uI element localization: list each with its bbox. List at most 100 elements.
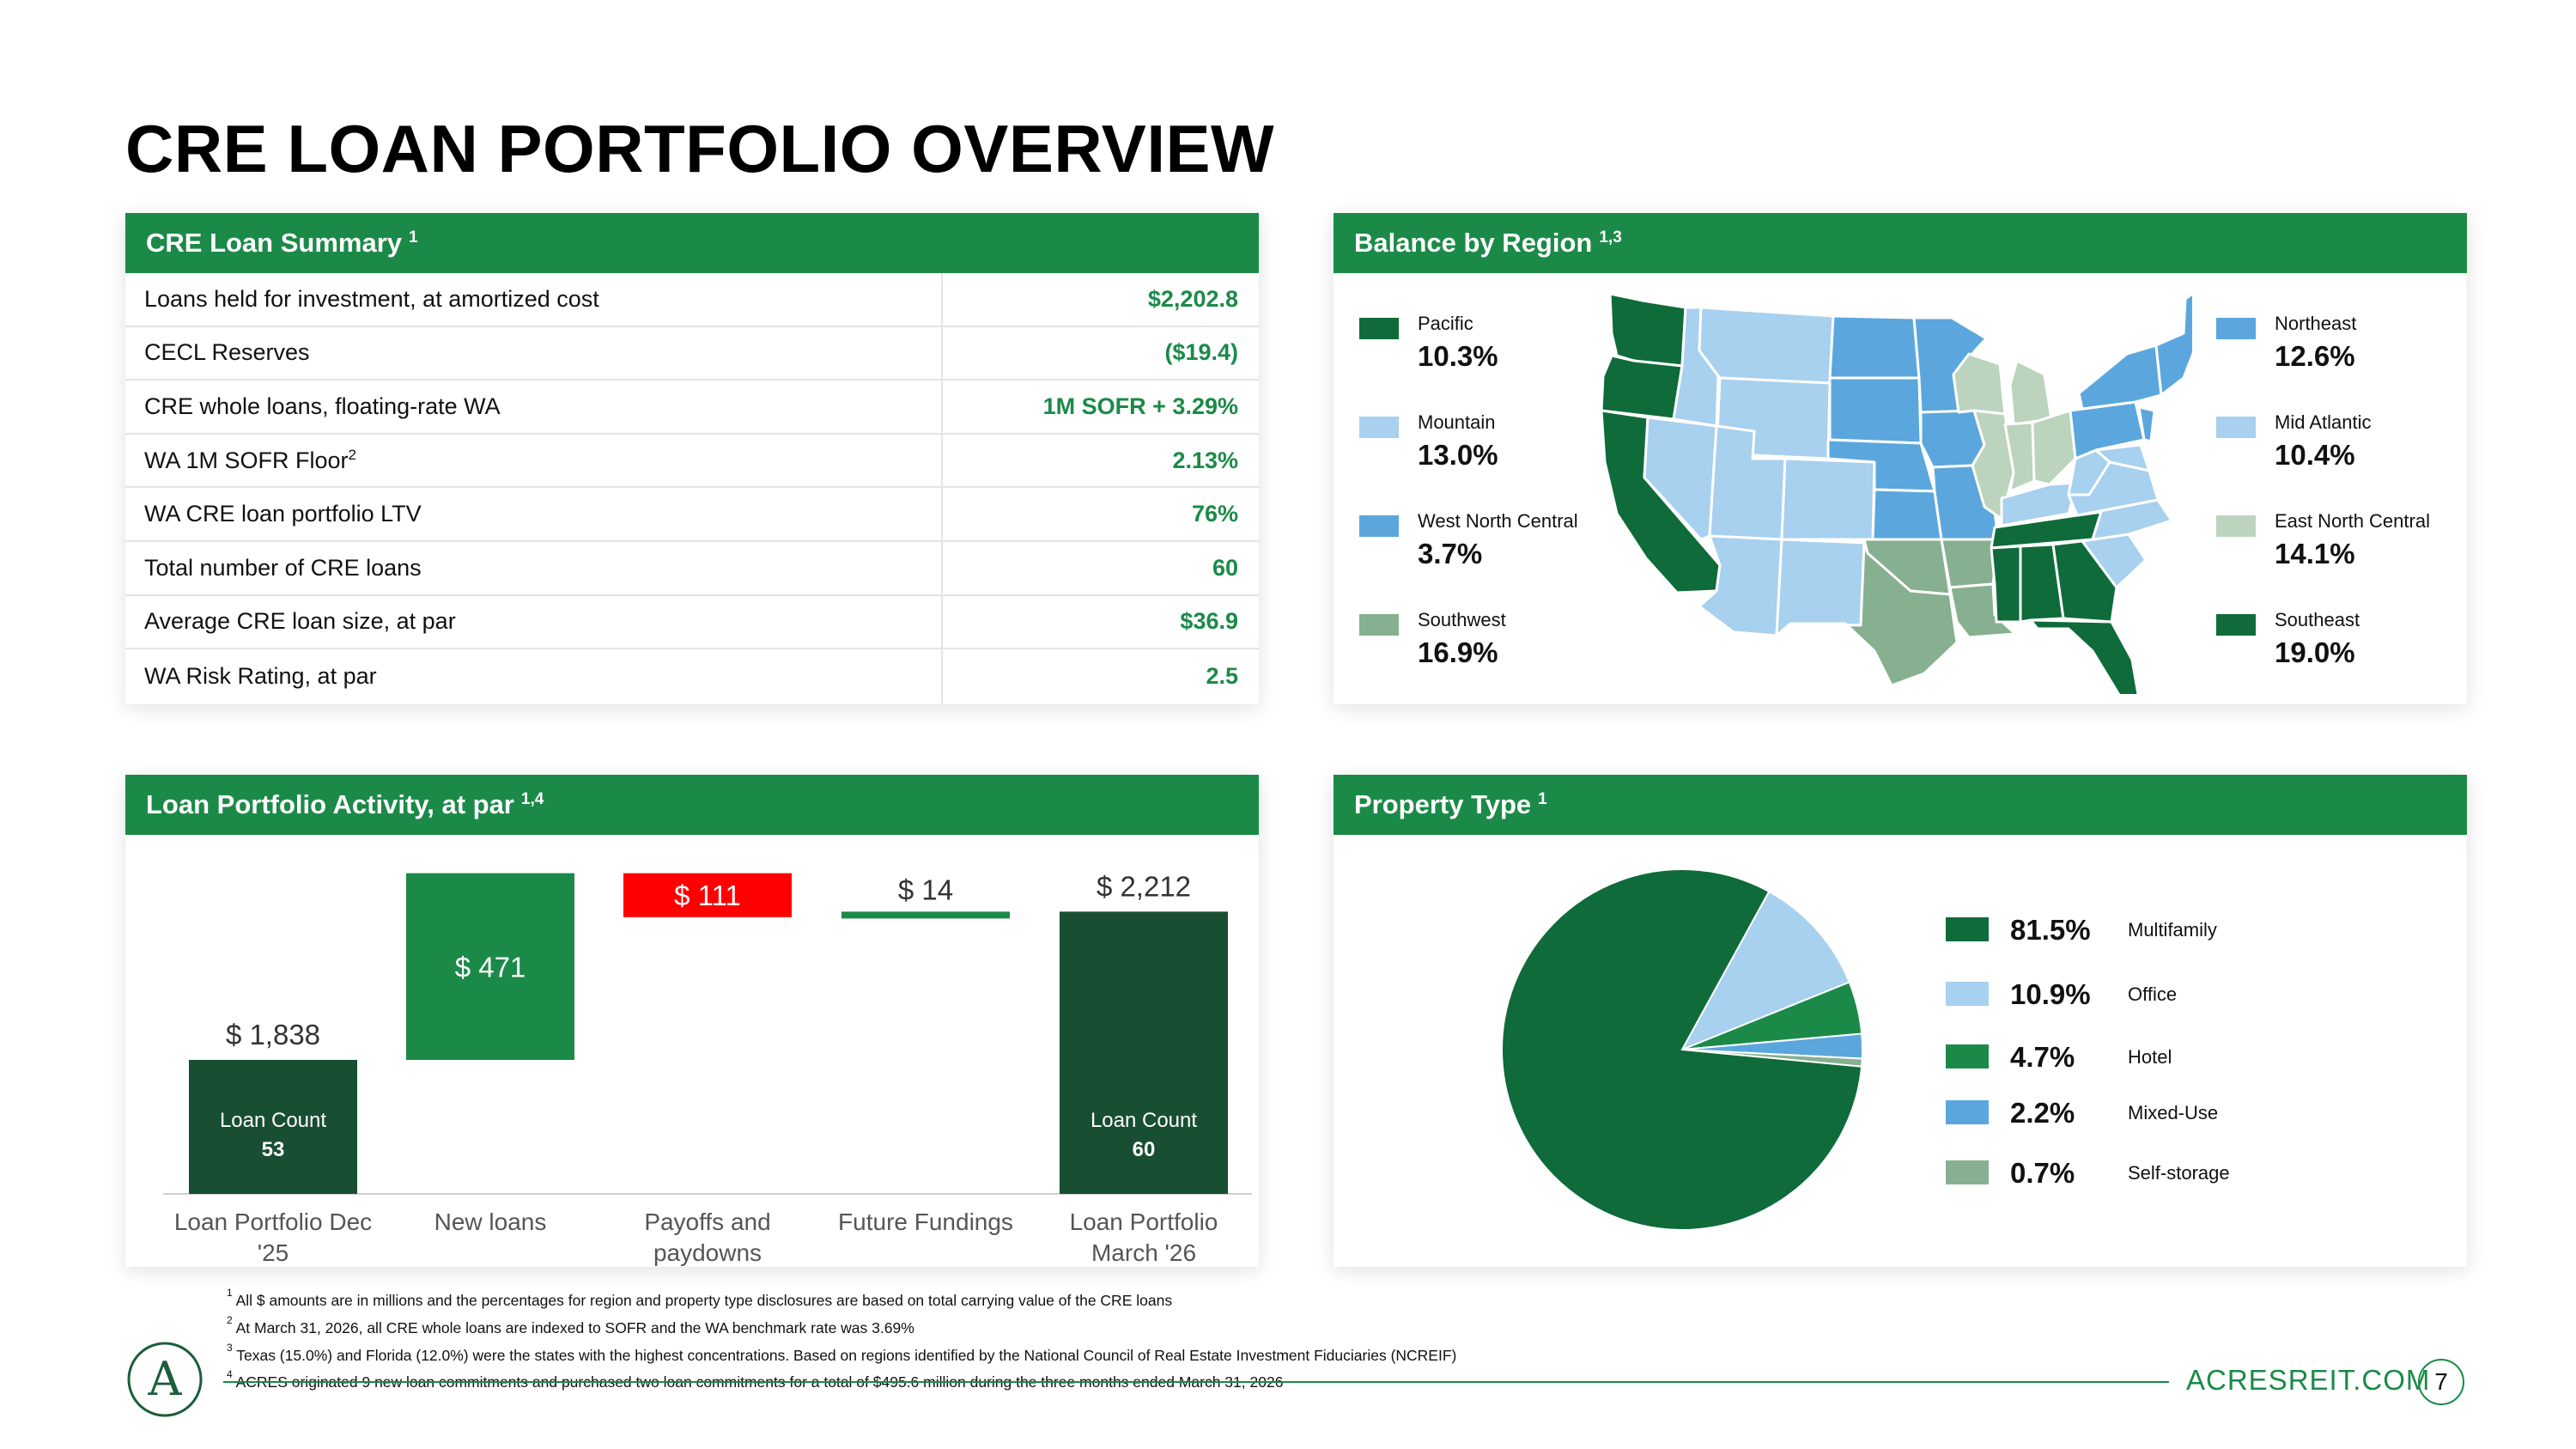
- waterfall-bar-total: [1060, 911, 1228, 1194]
- summary-row: WA 1M SOFR Floor 2 2.13%: [125, 434, 1259, 489]
- pie-legend-swatch: [1946, 982, 1989, 1006]
- pie-legend-value: 4.7%: [2010, 1041, 2075, 1073]
- legend-region-value: 13.0%: [1418, 439, 1498, 471]
- summary-label-text: Loans held for investment, at amortized …: [144, 285, 599, 312]
- region-header-sup: 1,3: [1599, 228, 1622, 247]
- summary-header: CRE Loan Summary 1: [125, 213, 1259, 273]
- pie-legend-label: Multifamily: [2128, 919, 2217, 941]
- summary-row-value: 60: [1212, 554, 1238, 581]
- category-label: Payoffs and: [644, 1209, 770, 1235]
- state-new-york: [2077, 344, 2163, 411]
- pie-legend-swatch: [1946, 1044, 1989, 1068]
- legend-region-value: 3.7%: [1418, 538, 1483, 569]
- loan-portfolio-activity-panel: Loan Portfolio Activity, at par 1,4 $ 1,8…: [125, 775, 1259, 1267]
- property-header-sup: 1: [1538, 790, 1547, 808]
- summary-row-label: Total number of CRE loans: [125, 541, 943, 594]
- legend-region-value: 12.6%: [2275, 340, 2355, 372]
- summary-row-label: WA Risk Rating, at par: [125, 649, 943, 703]
- summary-row-value: ($19.4): [1164, 339, 1238, 366]
- legend-region-name: Mountain: [1418, 411, 1496, 433]
- region-header-text: Balance by Region: [1354, 228, 1593, 258]
- pie-legend-swatch: [1946, 1100, 1989, 1124]
- summary-row: CECL Reserves ($19.4): [125, 326, 1259, 381]
- legend-swatch: [2216, 515, 2256, 537]
- activity-header: Loan Portfolio Activity, at par 1,4: [125, 775, 1259, 835]
- website-link[interactable]: ACRESREIT.COM: [2186, 1364, 2431, 1396]
- waterfall-bar-decrease: [623, 873, 792, 917]
- bar-value-label: $ 471: [455, 951, 526, 983]
- category-label: March '26: [1091, 1239, 1196, 1266]
- footnote-text: Texas (15.0%) and Florida (12.0%) were t…: [236, 1346, 1457, 1364]
- summary-row: Average CRE loan size, at par $36.9: [125, 595, 1259, 650]
- footnotes: 1 All $ amounts are in millions and the …: [227, 1285, 1456, 1394]
- summary-label-text: WA 1M SOFR Floor: [144, 447, 349, 473]
- pie-legend-value: 0.7%: [2010, 1157, 2075, 1189]
- pie-slice-multifamily: [1501, 868, 1863, 1231]
- summary-row-value: 1M SOFR + 3.29%: [1042, 393, 1238, 419]
- category-label: paydowns: [653, 1239, 762, 1266]
- state-mississippi: [1990, 545, 2022, 624]
- footnote-number: 1: [227, 1287, 233, 1299]
- legend-region-value: 19.0%: [2275, 636, 2355, 668]
- page-title: CRE LOAN PORTFOLIO OVERVIEW: [125, 111, 1275, 186]
- state-kansas: [1871, 488, 1943, 541]
- footnote-number: 4: [227, 1368, 233, 1381]
- state-louisiana: [1948, 582, 2017, 639]
- summary-row: CRE whole loans, floating-rate WA 1M SOF…: [125, 381, 1259, 435]
- legend-swatch: [2216, 417, 2256, 438]
- state-maryland: [2094, 443, 2151, 472]
- legend-swatch: [1359, 614, 1399, 636]
- balance-by-region-panel: Balance by Region 1,3 Pacific 10.3% Mount…: [1334, 213, 2467, 704]
- summary-row: WA CRE loan portfolio LTV 76%: [125, 488, 1259, 542]
- footer-divider: [223, 1381, 2169, 1383]
- loan-count-label: Loan Count: [1091, 1109, 1197, 1132]
- legend-region-value: 14.1%: [2275, 538, 2355, 569]
- page-number: 7: [2418, 1359, 2464, 1405]
- waterfall-bar-total: [189, 1060, 357, 1194]
- property-header: Property Type 1: [1334, 775, 2467, 835]
- legend-swatch: [2216, 318, 2256, 339]
- legend-region-name: West North Central: [1418, 510, 1578, 532]
- footnote: 1 All $ amounts are in millions and the …: [227, 1285, 1456, 1312]
- legend-region-name: Mid Atlantic: [2275, 411, 2372, 433]
- legend-region-value: 16.9%: [1418, 636, 1498, 668]
- state-south-dakota: [1828, 376, 1923, 445]
- footnote-number: 3: [227, 1341, 233, 1354]
- state-new-mexico: [1775, 538, 1866, 637]
- pie-slice-office: [1680, 890, 1851, 1051]
- loan-count-value: 60: [1133, 1138, 1156, 1161]
- state-florida: [2029, 618, 2140, 694]
- property-type-panel: Property Type 1 81.5% Multifamily 10.9% Offi…: [1334, 775, 2467, 1267]
- footnote-number: 2: [227, 1313, 233, 1326]
- category-label: Loan Portfolio: [1070, 1209, 1218, 1235]
- legend-swatch: [1359, 417, 1399, 438]
- summary-table: Loans held for investment, at amortized …: [125, 273, 1259, 703]
- legend-region-name: Pacific: [1418, 313, 1473, 334]
- summary-row: Total number of CRE loans 60: [125, 541, 1259, 596]
- legend-region-value: 10.3%: [1418, 340, 1498, 372]
- waterfall-bar-increase: [406, 873, 574, 1060]
- pie-legend-value: 81.5%: [2010, 914, 2091, 946]
- summary-row-label: WA 1M SOFR Floor 2: [125, 434, 943, 487]
- pie-legend-label: Self-storage: [2128, 1162, 2230, 1184]
- summary-label-text: Total number of CRE loans: [144, 554, 422, 581]
- summary-row: Loans held for investment, at amortized …: [125, 273, 1259, 327]
- summary-label-sup: 2: [348, 447, 356, 464]
- summary-row-label: CRE whole loans, floating-rate WA: [125, 381, 943, 433]
- category-label: New loans: [434, 1209, 547, 1235]
- state-georgia: [2051, 539, 2118, 624]
- legend-region-name: East North Central: [2275, 510, 2430, 532]
- bar-value-label: $ 2,212: [1097, 870, 1191, 902]
- summary-row: WA Risk Rating, at par 2.5: [125, 649, 1259, 703]
- state-michigan: [2008, 359, 2053, 426]
- state-wisconsin: [1952, 352, 2007, 416]
- state-oregon: [1600, 354, 1684, 421]
- summary-row-label: Average CRE loan size, at par: [125, 595, 943, 648]
- state-colorado: [1780, 457, 1876, 541]
- state-montana: [1698, 306, 1835, 385]
- footnote: 2 At March 31, 2026, all CRE whole loans…: [227, 1312, 1456, 1340]
- waterfall-bar-increase: [841, 911, 1010, 919]
- summary-row-value: $36.9: [1180, 608, 1238, 635]
- summary-row-label: Loans held for investment, at amortized …: [125, 273, 943, 326]
- summary-row-value: 2.5: [1206, 662, 1238, 689]
